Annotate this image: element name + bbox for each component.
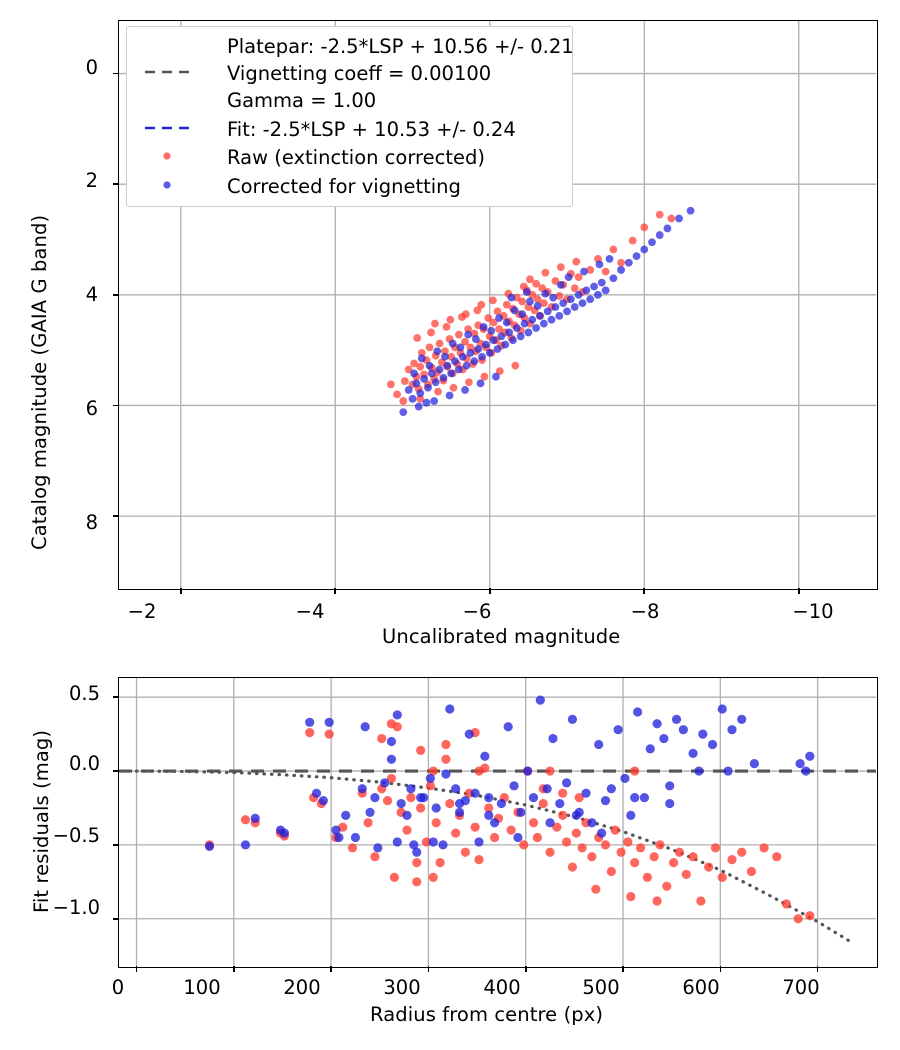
residuals-xtick-2: 200 (283, 976, 321, 999)
calibration-xtickmark (797, 588, 800, 594)
residuals-xtickmark (233, 966, 235, 972)
calibration-ytickmark (113, 515, 119, 517)
residuals-xtick-1: 100 (183, 976, 221, 999)
calibration-xtick-4: −10 (792, 600, 834, 623)
legend-label-vignetting-coeff: Vignetting coeff = 0.00100 (227, 62, 492, 85)
calibration-xtickmark (179, 588, 182, 594)
calibration-xlabel: Uncalibrated magnitude (382, 625, 621, 648)
residuals-ytickmark (113, 917, 119, 920)
residuals-xtick-6: 600 (682, 976, 720, 999)
legend-label-corrected: Corrected for vignetting (227, 175, 461, 198)
residuals-xtick-4: 400 (483, 976, 521, 999)
calibration-ytickmark (113, 294, 119, 296)
calibration-ytick-2: 4 (85, 283, 98, 306)
calibration-xtickmark (334, 588, 337, 594)
calibration-ytickmark (113, 404, 119, 407)
calibration-ytick-3: 6 (85, 397, 98, 420)
raw-residual-points (204, 719, 815, 924)
residuals-ytick-2: −0.5 (52, 824, 100, 847)
residuals-xtick-7: 700 (782, 976, 820, 999)
residuals-ytick-0: 0.5 (68, 682, 100, 705)
residuals-gridlines (119, 678, 876, 966)
residuals-xtickmark (330, 966, 332, 972)
calibration-xtick-1: −4 (295, 600, 325, 623)
calibration-ytickmark (113, 72, 119, 75)
residuals-xtickmark (622, 966, 624, 972)
legend-markers (145, 70, 189, 189)
residuals-xtick-3: 300 (383, 976, 421, 999)
residuals-xtickmark (427, 966, 430, 972)
legend-label-fit: Fit: -2.5*LSP + 10.53 +/- 0.24 (227, 118, 516, 141)
residuals-ytick-1: 0.0 (68, 752, 100, 775)
legend: Platepar: -2.5*LSP + 10.56 +/- 0.21 Vign… (126, 26, 574, 207)
legend-label-raw: Raw (extinction corrected) (227, 146, 485, 169)
calibration-xtick-3: −8 (630, 600, 660, 623)
calibration-xtickmark (488, 588, 491, 594)
residuals-ytick-3: −1.0 (52, 896, 100, 919)
calibration-ytickmark (113, 183, 119, 185)
corrected-residual-points (204, 695, 815, 857)
calibration-xtickmark (643, 588, 646, 594)
residuals-xtickmark (719, 966, 722, 972)
residuals-xlabel: Radius from centre (px) (370, 1003, 604, 1026)
legend-label-platepar: Platepar: -2.5*LSP + 10.56 +/- 0.21 (227, 35, 574, 58)
residuals-panel: Fit residuals (mag) 0.5 0.0 −0.5 −1.0 0 … (0, 645, 900, 1050)
residuals-xtickmark (135, 966, 138, 972)
residuals-axes (113, 677, 878, 972)
calibration-xtick-0: −2 (127, 600, 157, 623)
calibration-xtick-2: −6 (462, 600, 492, 623)
vignetting-curve (134, 769, 854, 944)
calibration-ylabel: Catalog magnitude (GAIA G band) (28, 214, 51, 550)
residuals-xtick-5: 500 (582, 976, 620, 999)
legend-label-gamma: Gamma = 1.00 (227, 89, 377, 112)
residuals-ytickmark (113, 696, 119, 698)
calibration-panel: Catalog magnitude (GAIA G band) 0 2 4 6 … (28, 20, 878, 648)
residuals-xtick-0: 0 (111, 976, 125, 999)
residuals-xtickmark (524, 966, 527, 972)
calibration-ytick-0: 0 (85, 56, 98, 79)
corrected-points (399, 206, 695, 416)
residuals-plot-svg (119, 678, 876, 966)
residuals-xtickmark (816, 966, 819, 972)
calibration-ytick-1: 2 (85, 169, 98, 192)
residuals-ytickmark (113, 844, 119, 846)
calibration-ytick-4: 8 (85, 511, 98, 534)
residuals-ytickmark (113, 770, 119, 772)
